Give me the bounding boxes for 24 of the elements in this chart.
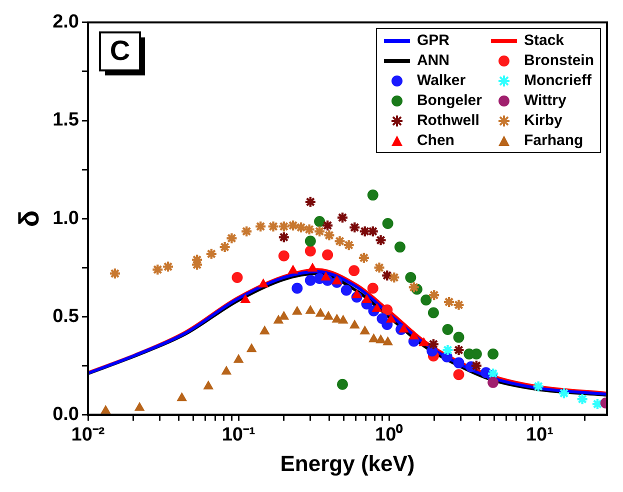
y-tick-label: 0.0: [52, 404, 80, 426]
x-tick-label: 10⁻¹: [222, 424, 256, 446]
legend-label: Rothwell: [416, 111, 480, 130]
legend-label: Bronstein: [524, 51, 594, 70]
y-tick-label: 1.5: [52, 110, 80, 131]
legend-label: Chen: [416, 131, 454, 150]
legend-label: Stack: [524, 31, 564, 50]
y-tick-label: 2.0: [52, 12, 80, 33]
legend-label: Wittry: [524, 91, 566, 110]
legend-label: GPR: [416, 31, 450, 50]
x-tick-label: 10¹: [526, 424, 554, 446]
legend-label: Bongeler: [416, 91, 482, 110]
x-axis-title: Energy (keV): [280, 450, 415, 476]
y-tick-label: 1.0: [52, 208, 80, 229]
y-tick-label: 0.5: [52, 306, 80, 327]
legend-label: ANN: [416, 51, 450, 70]
annotation: C: [110, 35, 130, 66]
legend-label: Farhang: [524, 131, 584, 150]
legend-label: Moncrieff: [524, 71, 592, 90]
x-tick-label: 10⁰: [375, 423, 404, 446]
legend-label: Kirby: [524, 111, 562, 130]
x-tick-label: 10⁻²: [71, 424, 105, 446]
legend-label: Walker: [416, 71, 466, 90]
y-axis-title: δ: [14, 210, 45, 228]
